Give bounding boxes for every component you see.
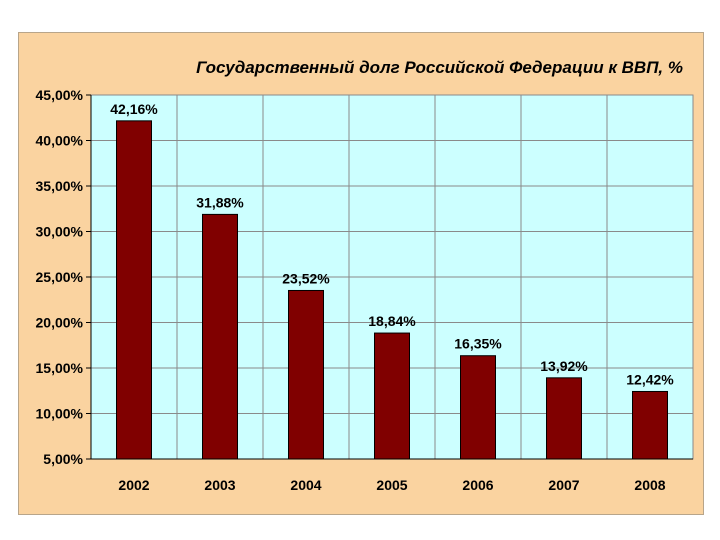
y-tick-label: 20,00% [36, 315, 84, 331]
chart-frame: Государственный долг Российской Федераци… [18, 32, 704, 515]
x-tick-label: 2005 [376, 477, 407, 493]
y-tick-label: 35,00% [36, 178, 84, 194]
bar [632, 390, 668, 460]
data-label: 13,92% [540, 358, 588, 374]
bar [460, 355, 496, 460]
y-tick-label: 30,00% [36, 224, 84, 240]
bar [288, 289, 324, 460]
bar [202, 213, 238, 460]
bar-chart: Государственный долг Российской Федераци… [36, 58, 694, 493]
y-tick-label: 10,00% [36, 406, 84, 422]
x-tick-label: 2006 [462, 477, 493, 493]
data-label: 18,84% [368, 313, 416, 329]
y-tick-label: 40,00% [36, 133, 84, 149]
y-tick-label: 25,00% [36, 269, 84, 285]
data-label: 23,52% [282, 270, 330, 286]
data-label: 42,16% [110, 101, 158, 117]
x-axis-tick-labels: 2002 2003 2004 2005 2006 2007 2008 [118, 477, 665, 493]
data-label: 16,35% [454, 336, 502, 352]
bar [116, 120, 152, 460]
data-label: 31,88% [196, 194, 244, 210]
x-tick-label: 2004 [290, 477, 321, 493]
x-tick-label: 2007 [548, 477, 579, 493]
bars [116, 120, 668, 460]
y-tick-label: 5,00% [43, 451, 83, 467]
x-tick-label: 2002 [118, 477, 149, 493]
bar [374, 332, 410, 460]
y-tick-label: 45,00% [36, 87, 84, 103]
chart-title: Государственный долг Российской Федераци… [196, 58, 683, 77]
bar [546, 377, 582, 460]
x-tick-label: 2008 [634, 477, 665, 493]
y-tick-label: 15,00% [36, 360, 84, 376]
data-label: 12,42% [626, 371, 674, 387]
data-labels: 42,16% 31,88% 23,52% 18,84% 16,35% 13,92% 12,4… [110, 101, 674, 388]
x-tick-label: 2003 [204, 477, 235, 493]
y-axis-tick-labels: 5,00% 10,00% 15,00% 20,00% 25,00% 30,00% 35,00… [36, 87, 84, 467]
